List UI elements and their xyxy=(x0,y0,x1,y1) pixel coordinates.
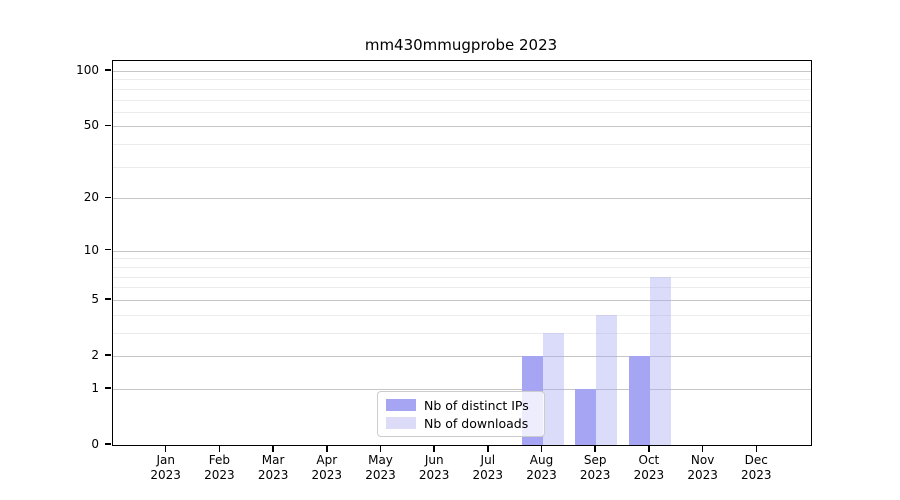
plot-area: Nb of distinct IPs Nb of downloads xyxy=(112,60,812,446)
y-tick-mark xyxy=(105,298,111,300)
x-axis-tick-label: Nov 2023 xyxy=(687,453,718,482)
bar-downloads xyxy=(649,276,671,445)
gridline-minor xyxy=(113,144,811,146)
gridline-major xyxy=(113,388,811,390)
bar-downloads xyxy=(542,332,564,445)
chart-title: mm430mmugprobe 2023 xyxy=(364,36,558,54)
x-tick-mark xyxy=(487,445,489,452)
legend-item-downloads: Nb of downloads xyxy=(386,416,536,431)
y-axis-tick-label: 100 xyxy=(76,63,99,77)
gridline-minor xyxy=(113,332,811,334)
gridline-major xyxy=(113,250,811,252)
gridline-major xyxy=(113,198,811,200)
legend-label-distinct-ips: Nb of distinct IPs xyxy=(424,397,529,413)
gridline-minor xyxy=(113,166,811,168)
y-axis-tick-label: 20 xyxy=(83,190,99,205)
gridline-minor xyxy=(113,79,811,81)
x-axis-tick-label: Aug 2023 xyxy=(526,453,557,482)
gridline-minor xyxy=(113,266,811,268)
legend-swatch-distinct-ips xyxy=(386,399,416,411)
y-tick-mark xyxy=(105,248,111,251)
x-tick-mark xyxy=(272,445,274,452)
y-tick-mark xyxy=(105,387,111,389)
x-axis-tick-label: Jan 2023 xyxy=(150,453,181,482)
legend: Nb of distinct IPs Nb of downloads xyxy=(377,391,545,437)
y-tick-mark xyxy=(105,443,111,445)
y-axis-tick-label: 2 xyxy=(91,348,99,362)
gridline-major xyxy=(113,126,811,128)
legend-swatch-downloads xyxy=(386,417,416,429)
gridline-minor xyxy=(113,258,811,260)
y-axis-tick-label: 10 xyxy=(83,242,99,257)
x-axis-tick-label: May 2023 xyxy=(365,453,396,482)
y-tick-mark xyxy=(105,196,111,199)
x-tick-mark xyxy=(755,445,758,452)
x-tick-mark xyxy=(540,445,543,452)
x-tick-mark xyxy=(701,445,704,452)
y-tick-mark xyxy=(105,69,111,71)
gridline-minor xyxy=(113,314,811,316)
gridline-minor xyxy=(113,287,811,289)
legend-item-distinct-ips: Nb of distinct IPs xyxy=(386,398,536,413)
x-axis-tick-label: Jun 2023 xyxy=(418,453,450,482)
y-tick-mark xyxy=(105,354,111,356)
x-axis-tick-label: Sep 2023 xyxy=(579,453,611,482)
x-tick-mark xyxy=(218,445,221,452)
y-axis-tick-label: 0 xyxy=(91,437,99,451)
gridline-minor xyxy=(113,111,811,113)
x-tick-mark xyxy=(326,445,328,452)
legend-label-downloads: Nb of downloads xyxy=(424,415,529,431)
gridline-minor xyxy=(113,99,811,101)
x-axis-tick-label: Jul 2023 xyxy=(472,453,504,482)
y-axis-tick-label: 1 xyxy=(91,380,99,395)
y-axis-tick-label: 5 xyxy=(91,291,99,306)
gridline-major xyxy=(113,71,811,72)
gridline-major xyxy=(113,356,811,357)
gridline-major xyxy=(113,299,811,301)
y-tick-mark xyxy=(105,124,111,127)
y-axis-tick-label: 50 xyxy=(83,118,99,133)
gridline-minor xyxy=(113,276,811,278)
bar-distinct-ips xyxy=(575,388,597,445)
x-tick-mark xyxy=(648,445,650,452)
x-tick-mark xyxy=(379,445,382,452)
x-tick-mark xyxy=(433,445,435,452)
x-tick-mark xyxy=(164,445,167,452)
bar-distinct-ips xyxy=(628,356,650,445)
x-axis-tick-label: Mar 2023 xyxy=(257,453,289,482)
gridline-minor xyxy=(113,88,811,90)
bar-downloads xyxy=(596,314,618,445)
x-axis-tick-label: Oct 2023 xyxy=(633,453,665,482)
x-axis-tick-label: Dec 2023 xyxy=(741,453,772,482)
x-axis-tick-label: Apr 2023 xyxy=(311,453,343,482)
x-tick-mark xyxy=(594,445,596,452)
x-axis-tick-label: Feb 2023 xyxy=(204,453,235,482)
